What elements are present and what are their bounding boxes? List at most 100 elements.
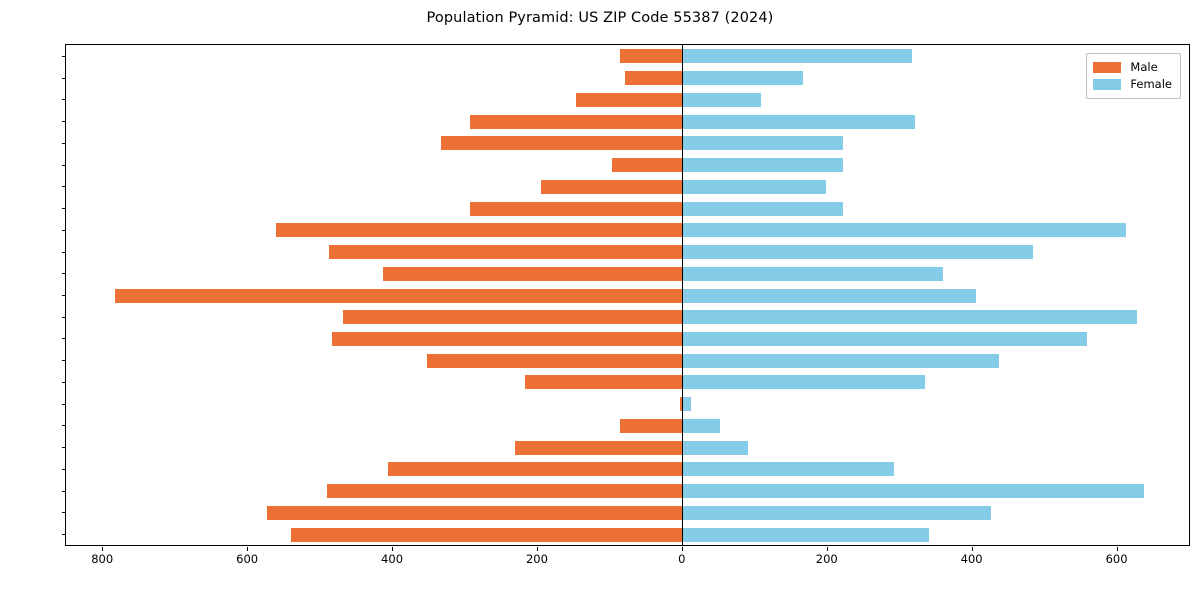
- bar-female[interactable]: [681, 462, 895, 477]
- bar-male[interactable]: [426, 353, 682, 368]
- bar-female[interactable]: [681, 375, 926, 390]
- x-axis-tick-label: 600: [236, 552, 259, 566]
- bar-female[interactable]: [681, 353, 1000, 368]
- x-axis-tick-mark: [536, 547, 538, 551]
- bar-female[interactable]: [681, 288, 976, 303]
- bar-female[interactable]: [681, 114, 916, 129]
- bar-row: [66, 241, 1189, 264]
- legend-label-female: Female: [1130, 76, 1172, 91]
- bar-row: [66, 132, 1189, 155]
- chart-legend[interactable]: Male Female: [1086, 53, 1181, 99]
- bar-female[interactable]: [681, 266, 944, 281]
- y-axis-tick-mark: [62, 512, 66, 514]
- bar-male[interactable]: [388, 462, 682, 477]
- x-axis-tick-mark: [971, 547, 973, 551]
- bar-female[interactable]: [681, 136, 843, 151]
- bar-male[interactable]: [620, 418, 682, 433]
- y-axis-tick-mark: [62, 142, 66, 144]
- bar-male[interactable]: [290, 527, 682, 542]
- bar-row: [66, 306, 1189, 329]
- bar-row: [66, 219, 1189, 242]
- y-axis-tick-mark: [62, 381, 66, 383]
- y-axis-tick-mark: [62, 208, 66, 210]
- bar-female[interactable]: [681, 179, 826, 194]
- x-axis-tick-label: 400: [381, 552, 404, 566]
- legend-label-male: Male: [1130, 59, 1158, 74]
- bar-female[interactable]: [681, 71, 803, 86]
- bar-female[interactable]: [681, 527, 929, 542]
- bar-row: [66, 175, 1189, 198]
- bar-male[interactable]: [328, 245, 682, 260]
- y-axis-tick-mark: [62, 447, 66, 449]
- bar-row: [66, 154, 1189, 177]
- bar-male[interactable]: [267, 505, 682, 520]
- bar-row: [66, 262, 1189, 285]
- bar-female[interactable]: [681, 505, 992, 520]
- x-axis-tick-mark: [102, 547, 104, 551]
- y-axis-tick-mark: [62, 273, 66, 275]
- y-axis-tick-mark: [62, 295, 66, 296]
- zero-axis-line: [681, 45, 683, 545]
- y-axis-tick-mark: [62, 360, 66, 362]
- x-axis-tick-label: 800: [91, 552, 114, 566]
- y-axis-tick-mark: [62, 316, 66, 318]
- bar-male[interactable]: [469, 201, 682, 216]
- bar-row: [66, 349, 1189, 372]
- bar-male[interactable]: [624, 71, 682, 86]
- y-axis-tick-mark: [62, 425, 66, 427]
- x-axis-tick-label: 200: [815, 552, 838, 566]
- bar-male[interactable]: [326, 484, 682, 499]
- bar-male[interactable]: [524, 375, 682, 390]
- bar-male[interactable]: [612, 158, 682, 173]
- bar-row: [66, 328, 1189, 351]
- y-axis-tick-mark: [62, 403, 66, 405]
- bar-male[interactable]: [515, 440, 682, 455]
- bar-row: [66, 436, 1189, 459]
- bar-row: [66, 110, 1189, 133]
- bar-row: [66, 88, 1189, 111]
- bar-row: [66, 480, 1189, 503]
- x-axis-tick-label: 600: [1105, 552, 1128, 566]
- x-axis-tick-mark: [247, 547, 249, 551]
- y-axis-tick-mark: [62, 534, 66, 536]
- bar-male[interactable]: [276, 223, 682, 238]
- bar-female[interactable]: [681, 245, 1034, 260]
- bar-female[interactable]: [681, 158, 843, 173]
- plot-area: 85+80-8475-7970-7467-6965-6662-6460-6155…: [62, 44, 1190, 566]
- y-axis-tick-mark: [62, 55, 66, 57]
- bar-female[interactable]: [681, 201, 843, 216]
- bar-female[interactable]: [681, 92, 761, 107]
- bar-male[interactable]: [680, 397, 682, 412]
- bar-female[interactable]: [681, 484, 1145, 499]
- bar-female[interactable]: [681, 49, 913, 64]
- bar-female[interactable]: [681, 310, 1137, 325]
- x-axis-tick-mark: [392, 547, 394, 551]
- bar-male[interactable]: [576, 92, 682, 107]
- legend-item-female: Female: [1093, 76, 1172, 93]
- chart-title: Population Pyramid: US ZIP Code 55387 (2…: [426, 10, 774, 26]
- y-axis-tick-mark: [62, 99, 66, 101]
- bar-male[interactable]: [331, 332, 682, 346]
- x-axis-tick-label: 400: [960, 552, 983, 566]
- y-axis-tick-mark: [62, 338, 66, 340]
- y-axis-tick-mark: [62, 251, 66, 253]
- bar-row: [66, 458, 1189, 481]
- bar-female[interactable]: [681, 332, 1087, 346]
- bar-female[interactable]: [681, 223, 1126, 238]
- bar-male[interactable]: [342, 310, 682, 325]
- plot-inner: [66, 45, 1189, 545]
- y-axis-tick-mark: [62, 164, 66, 166]
- bar-male[interactable]: [383, 266, 682, 281]
- bar-male[interactable]: [469, 114, 682, 129]
- bar-row: [66, 393, 1189, 416]
- bar-female[interactable]: [681, 397, 692, 412]
- bar-male[interactable]: [620, 49, 682, 64]
- x-axis-tick-mark: [681, 547, 683, 551]
- bar-row: [66, 371, 1189, 394]
- bar-male[interactable]: [441, 136, 682, 151]
- bar-female[interactable]: [681, 440, 749, 455]
- bar-male[interactable]: [541, 179, 682, 194]
- bar-male[interactable]: [115, 288, 682, 303]
- bar-female[interactable]: [681, 418, 721, 433]
